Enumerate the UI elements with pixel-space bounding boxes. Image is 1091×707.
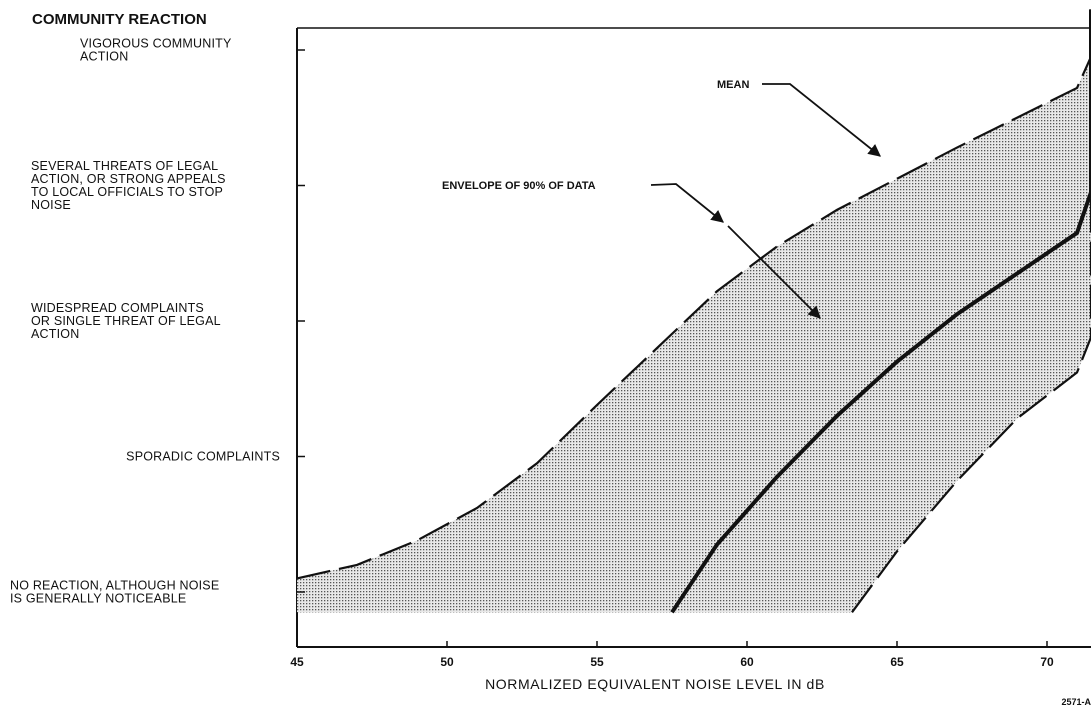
figure-id: 2571-A — [1061, 697, 1091, 707]
x-axis-title: NORMALIZED EQUIVALENT NOISE LEVEL IN dB — [485, 676, 825, 692]
y-level-label-line: VIGOROUS COMMUNITY — [80, 37, 232, 51]
x-tick-label: 65 — [890, 655, 904, 669]
plot-frame — [296, 27, 1091, 648]
y-level-label-line: ACTION — [31, 327, 79, 341]
x-tick-label: 50 — [440, 655, 454, 669]
x-tick-label: 70 — [1040, 655, 1054, 669]
envelope-annotation: ENVELOPE OF 90% OF DATA — [442, 180, 821, 319]
envelope-arrow-upper — [650, 183, 724, 223]
y-level-label-line: OR SINGLE THREAT OF LEGAL — [31, 314, 221, 328]
envelope-area — [297, 9, 1091, 613]
envelope-layer — [296, 9, 1091, 613]
x-tick-label: 55 — [590, 655, 604, 669]
y-level-label-line: IS GENERALLY NOTICEABLE — [10, 592, 186, 606]
y-level-label-line: SEVERAL THREATS OF LEGAL — [31, 159, 218, 173]
envelope-annotation-label: ENVELOPE OF 90% OF DATA — [442, 180, 596, 192]
y-axis-title: COMMUNITY REACTION — [32, 11, 207, 28]
y-level-label-line: NO REACTION, ALTHOUGH NOISE — [10, 579, 219, 593]
mean-line — [670, 9, 1091, 614]
y-level-label-line: SPORADIC COMPLAINTS — [126, 450, 280, 464]
mean-annotation-label: MEAN — [717, 79, 749, 91]
y-level-label-line: WIDESPREAD COMPLAINTS — [31, 301, 204, 315]
y-level-label-line: ACTION — [80, 50, 128, 64]
y-level-label-line: TO LOCAL OFFICIALS TO STOP — [31, 185, 223, 199]
y-level-label-line: NOISE — [31, 198, 71, 212]
x-tick-label: 45 — [290, 655, 304, 669]
mean-annotation: MEAN — [717, 79, 881, 157]
envelope-arrow-lower — [727, 225, 821, 319]
y-level-label-line: ACTION, OR STRONG APPEALS — [31, 172, 226, 186]
mean-annotation-arrow — [762, 83, 881, 157]
x-tick-label: 60 — [740, 655, 754, 669]
envelope-lower-boundary — [851, 50, 1091, 613]
x-ticks: 455055606570758085 — [290, 641, 1054, 669]
y-ticks — [297, 49, 305, 593]
mean-layer — [670, 9, 1091, 614]
y-level-label: SPORADIC COMPLAINTS — [126, 450, 280, 464]
